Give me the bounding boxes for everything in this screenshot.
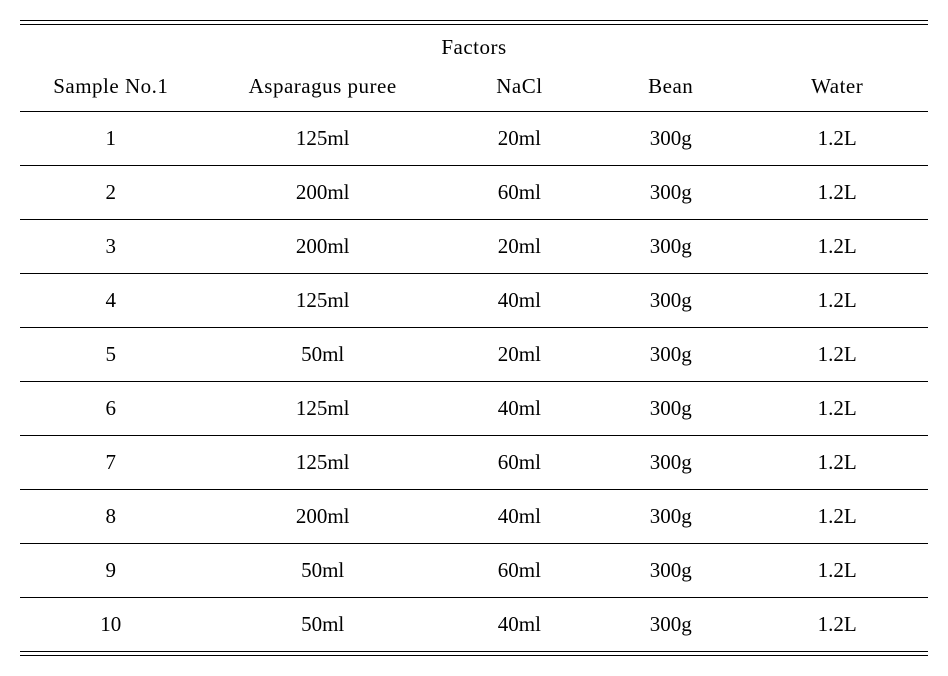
table-cell: 6	[20, 382, 202, 436]
table-cell: 300g	[595, 220, 746, 274]
table-cell: 300g	[595, 382, 746, 436]
table-cell: 1.2L	[746, 166, 928, 220]
table-cell: 300g	[595, 598, 746, 652]
table-cell: 40ml	[444, 382, 595, 436]
header-sample: Sample No.1	[20, 66, 202, 112]
table-cell: 1.2L	[746, 382, 928, 436]
table-cell: 8	[20, 490, 202, 544]
table-cell: 9	[20, 544, 202, 598]
table-cell: 200ml	[202, 220, 444, 274]
table-row: 4125ml40ml300g1.2L	[20, 274, 928, 328]
table-cell: 300g	[595, 490, 746, 544]
factors-table-container: Factors Sample No.1 Asparagus puree NaCl…	[20, 20, 928, 656]
header-nacl: NaCl	[444, 66, 595, 112]
table-cell: 1.2L	[746, 490, 928, 544]
bottom-double-rule	[20, 652, 928, 656]
table-row: 1125ml20ml300g1.2L	[20, 112, 928, 166]
table-row: 7125ml60ml300g1.2L	[20, 436, 928, 490]
table-cell: 1.2L	[746, 274, 928, 328]
table-cell: 300g	[595, 436, 746, 490]
table-row: 2200ml60ml300g1.2L	[20, 166, 928, 220]
table-cell: 125ml	[202, 382, 444, 436]
table-cell: 300g	[595, 112, 746, 166]
table-cell: 50ml	[202, 598, 444, 652]
table-cell: 50ml	[202, 328, 444, 382]
table-cell: 40ml	[444, 598, 595, 652]
table-cell: 200ml	[202, 490, 444, 544]
table-cell: 1	[20, 112, 202, 166]
table-cell: 3	[20, 220, 202, 274]
factors-title-row: Factors	[20, 25, 928, 67]
table-cell: 60ml	[444, 544, 595, 598]
table-cell: 300g	[595, 274, 746, 328]
table-row: 8200ml40ml300g1.2L	[20, 490, 928, 544]
table-cell: 200ml	[202, 166, 444, 220]
table-row: 550ml20ml300g1.2L	[20, 328, 928, 382]
factors-title: Factors	[441, 35, 506, 59]
table-cell: 7	[20, 436, 202, 490]
table-cell: 125ml	[202, 436, 444, 490]
table-cell: 1.2L	[746, 112, 928, 166]
table-row: 6125ml40ml300g1.2L	[20, 382, 928, 436]
table-row: 3200ml20ml300g1.2L	[20, 220, 928, 274]
header-water: Water	[746, 66, 928, 112]
table-cell: 20ml	[444, 328, 595, 382]
table-row: 950ml60ml300g1.2L	[20, 544, 928, 598]
table-cell: 40ml	[444, 490, 595, 544]
table-cell: 1.2L	[746, 598, 928, 652]
table-cell: 300g	[595, 166, 746, 220]
table-cell: 1.2L	[746, 544, 928, 598]
table-cell: 60ml	[444, 166, 595, 220]
header-bean: Bean	[595, 66, 746, 112]
table-header-row: Sample No.1 Asparagus puree NaCl Bean Wa…	[20, 66, 928, 112]
table-cell: 60ml	[444, 436, 595, 490]
table-cell: 5	[20, 328, 202, 382]
table-cell: 300g	[595, 544, 746, 598]
table-cell: 40ml	[444, 274, 595, 328]
table-cell: 125ml	[202, 274, 444, 328]
table-cell: 1.2L	[746, 436, 928, 490]
table-cell: 20ml	[444, 112, 595, 166]
table-cell: 50ml	[202, 544, 444, 598]
table-cell: 1.2L	[746, 328, 928, 382]
factors-table: Factors Sample No.1 Asparagus puree NaCl…	[20, 20, 928, 656]
table-body: 1125ml20ml300g1.2L2200ml60ml300g1.2L3200…	[20, 112, 928, 652]
table-cell: 4	[20, 274, 202, 328]
table-cell: 300g	[595, 328, 746, 382]
table-cell: 125ml	[202, 112, 444, 166]
table-cell: 20ml	[444, 220, 595, 274]
table-cell: 10	[20, 598, 202, 652]
table-cell: 1.2L	[746, 220, 928, 274]
table-cell: 2	[20, 166, 202, 220]
table-row: 1050ml40ml300g1.2L	[20, 598, 928, 652]
header-asparagus: Asparagus puree	[202, 66, 444, 112]
